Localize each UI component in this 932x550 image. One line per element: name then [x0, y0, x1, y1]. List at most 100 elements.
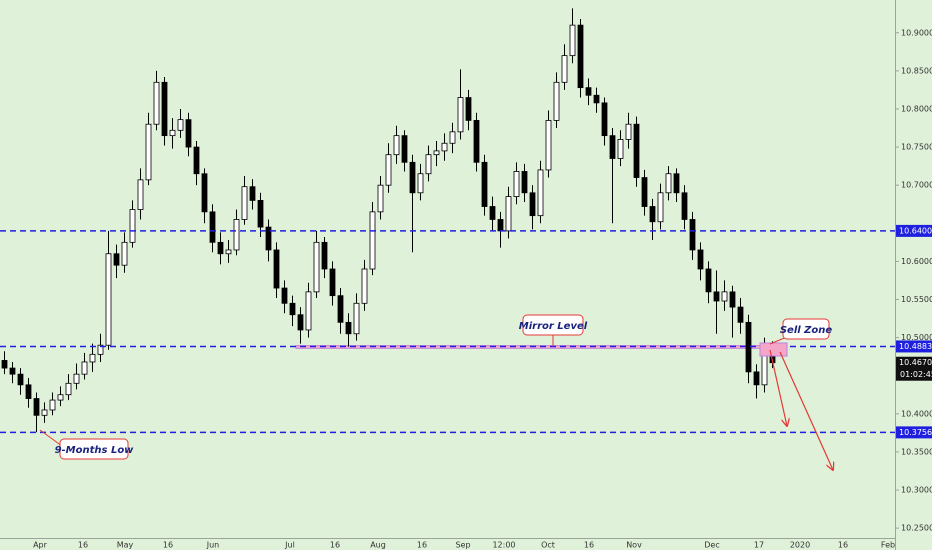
candle-body	[393, 135, 400, 156]
candle-body	[681, 192, 688, 220]
candle-body	[177, 119, 184, 131]
candle-body	[145, 123, 152, 181]
candle-body	[193, 146, 200, 175]
candle-body	[689, 219, 696, 251]
candle-body	[601, 102, 608, 137]
candle-body	[665, 173, 672, 194]
candle-body	[257, 200, 264, 228]
candle-body	[321, 241, 328, 270]
y-tick-label: 10.40000	[901, 409, 932, 418]
candle-body	[81, 361, 88, 375]
y-tick-label: 10.90000	[901, 28, 932, 37]
candle-body	[289, 302, 296, 316]
candle-body	[433, 150, 440, 156]
candle-body	[65, 382, 72, 396]
candle-body	[409, 161, 416, 194]
x-tick-label: Nov	[626, 541, 642, 550]
candle-body	[41, 409, 48, 416]
candle-body	[233, 219, 240, 251]
x-tick-label: 16	[838, 541, 848, 550]
candle-body	[49, 399, 56, 411]
candle-body	[641, 177, 648, 207]
candle-body	[129, 209, 136, 243]
candle-body	[33, 398, 40, 416]
candle-body	[265, 226, 272, 251]
candle-body	[521, 171, 528, 194]
candle-body	[657, 192, 664, 223]
callout-box	[59, 438, 129, 460]
x-tick-label: 16	[417, 541, 427, 550]
candle-body	[441, 142, 448, 152]
candle-body	[241, 186, 248, 220]
x-tick-label: Dec	[704, 541, 719, 550]
candle-body	[473, 120, 480, 163]
candle-body	[313, 241, 320, 293]
candle-body	[617, 139, 624, 159]
candle-body	[593, 94, 600, 104]
candle-body	[249, 186, 256, 201]
candle-body	[417, 173, 424, 194]
candle-body	[337, 295, 344, 323]
candle-body	[529, 192, 536, 217]
annotation: Mirror Level	[519, 321, 588, 332]
candle-body	[513, 171, 520, 198]
candle-body	[161, 81, 168, 137]
x-tick-label: 16	[78, 541, 88, 550]
level-tag	[896, 224, 932, 237]
level-label: 10.37560	[899, 428, 932, 437]
candle-body	[753, 371, 760, 386]
y-tick-label: 10.25000	[901, 524, 932, 533]
candle-body	[73, 373, 80, 384]
y-tick-label: 10.80000	[901, 104, 932, 113]
y-tick-label: 10.60000	[901, 257, 932, 266]
candle-body	[209, 211, 216, 243]
x-tick-label: 16	[584, 541, 594, 550]
arrow	[779, 351, 833, 470]
candle-body	[505, 196, 512, 232]
y-tick-label: 10.50000	[901, 333, 932, 342]
y-tick-label: 10.75000	[901, 143, 932, 152]
candle-body	[353, 302, 360, 335]
candle-body	[9, 367, 16, 375]
candle-body	[465, 97, 472, 121]
level-tag	[896, 426, 932, 439]
candle-body	[585, 87, 592, 96]
candle-body	[401, 135, 408, 163]
y-tick-label: 10.30000	[901, 485, 932, 494]
candle-body	[729, 291, 736, 308]
candle-body	[57, 394, 64, 401]
candle-body	[1, 360, 8, 369]
candle-body	[705, 268, 712, 293]
x-tick-label: Jul	[284, 541, 295, 550]
candle-body	[489, 206, 496, 220]
candle-body	[113, 253, 120, 266]
y-tick-label: 10.70000	[901, 181, 932, 190]
candle-body	[537, 169, 544, 217]
candle-body	[185, 119, 192, 148]
candle-body	[153, 81, 160, 125]
y-tick-label: 10.85000	[901, 66, 932, 75]
candle-body	[137, 179, 144, 210]
x-tick-label: 16	[330, 541, 340, 550]
candle-body	[457, 97, 464, 133]
candle-body	[449, 131, 456, 144]
candle-body	[201, 173, 208, 213]
x-tick-label: 17	[754, 541, 764, 550]
candle-body	[305, 291, 312, 331]
candle-body	[697, 249, 704, 270]
candle-body	[553, 81, 560, 121]
y-tick-label: 10.35000	[901, 447, 932, 456]
x-tick-label: Jun	[206, 541, 220, 550]
x-tick-label: 2020	[790, 541, 810, 550]
x-tick-label: Oct	[541, 541, 555, 550]
countdown: 01:02:45	[900, 370, 932, 379]
candle-body	[737, 306, 744, 323]
last-price-label: 10.46701	[899, 358, 932, 367]
candle-body	[217, 241, 224, 255]
candle-body	[273, 249, 280, 289]
candle-body	[425, 154, 432, 175]
x-tick-label: Feb	[881, 541, 895, 550]
candle-body	[561, 55, 568, 83]
